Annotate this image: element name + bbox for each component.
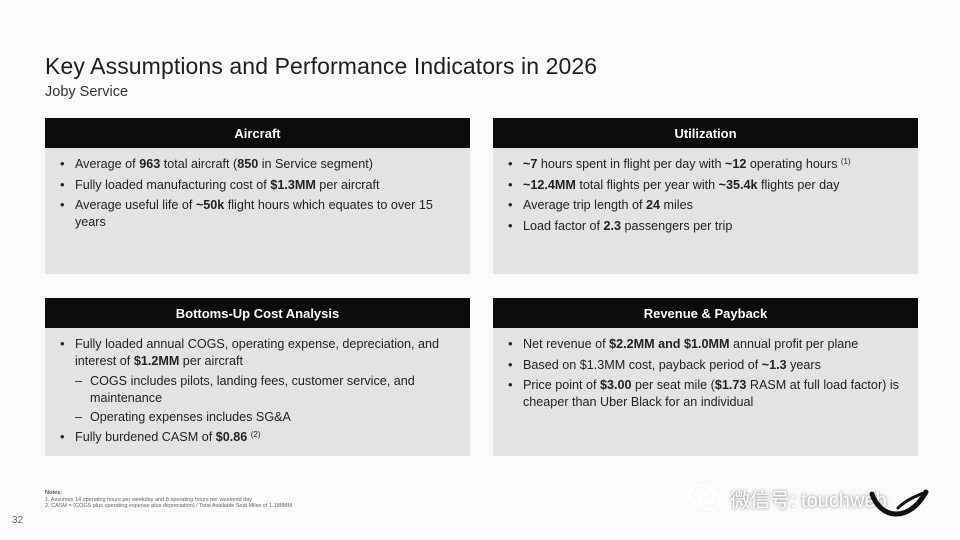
notes-label: Notes:: [45, 490, 63, 496]
cost-bullet-1: Fully loaded annual COGS, operating expe…: [60, 336, 454, 369]
utilization-panel-header: Utilization: [493, 118, 918, 148]
cost-analysis-bullet-list: Fully loaded annual COGS, operating expe…: [45, 328, 470, 445]
revenue-payback-panel-header: Revenue & Payback: [493, 298, 918, 328]
utilization-bullet-list: ~7 hours spent in flight per day with ~1…: [493, 148, 918, 234]
footnotes: Notes: 1. Assumes 14 operating hours per…: [45, 490, 292, 510]
joby-logo-icon: [869, 489, 929, 517]
revenue-bullet-3: Price point of $3.00 per seat mile ($1.7…: [508, 377, 902, 410]
utilization-bullet-4: Load factor of 2.3 passengers per trip: [508, 218, 902, 235]
watermark: 微信号: touchweb: [688, 483, 887, 513]
page-number: 32: [12, 515, 24, 526]
footnote-ref-1: (1): [840, 157, 851, 166]
wechat-icon: [688, 484, 721, 510]
page-title: Key Assumptions and Performance Indicato…: [45, 53, 598, 79]
utilization-panel: Utilization ~7 hours spent in flight per…: [493, 118, 918, 274]
cost-sub-bullet-2: Operating expenses includes SG&A: [75, 409, 454, 426]
cost-sub-bullet-1: COGS includes pilots, landing fees, cust…: [75, 373, 454, 406]
footnote-2: 2. CASM = (COGS plus operating expense p…: [45, 503, 292, 509]
page-subtitle: Joby Service: [45, 84, 129, 100]
cost-analysis-panel-header: Bottoms-Up Cost Analysis: [45, 298, 470, 328]
aircraft-panel-header: Aircraft: [45, 118, 470, 148]
cost-bullet-2: Fully burdened CASM of $0.86 (2): [60, 429, 454, 446]
cost-analysis-panel: Bottoms-Up Cost Analysis Fully loaded an…: [45, 298, 470, 456]
aircraft-bullet-2: Fully loaded manufacturing cost of $1.3M…: [60, 177, 454, 194]
utilization-bullet-3: Average trip length of 24 miles: [508, 197, 902, 214]
aircraft-bullet-3: Average useful life of ~50k flight hours…: [60, 197, 454, 230]
watermark-text: 微信号: touchweb: [730, 489, 887, 512]
footnote-1: 1. Assumes 14 operating hours per weekda…: [45, 496, 252, 503]
revenue-bullet-list: Net revenue of $2.2MM and $1.0MM annual …: [493, 328, 918, 410]
revenue-bullet-2: Based on $1.3MM cost, payback period of …: [508, 357, 902, 374]
aircraft-bullet-1: Average of 963 total aircraft (850 in Se…: [60, 156, 454, 173]
revenue-payback-panel: Revenue & Payback Net revenue of $2.2MM …: [493, 298, 918, 456]
aircraft-panel: Aircraft Average of 963 total aircraft (…: [45, 118, 470, 274]
footnote-ref-2: (2): [250, 429, 261, 439]
aircraft-bullet-list: Average of 963 total aircraft (850 in Se…: [45, 148, 470, 230]
revenue-bullet-1: Net revenue of $2.2MM and $1.0MM annual …: [508, 336, 902, 353]
utilization-bullet-2: ~12.4MM total flights per year with ~35.…: [508, 177, 902, 194]
utilization-bullet-1: ~7 hours spent in flight per day with ~1…: [508, 156, 902, 173]
